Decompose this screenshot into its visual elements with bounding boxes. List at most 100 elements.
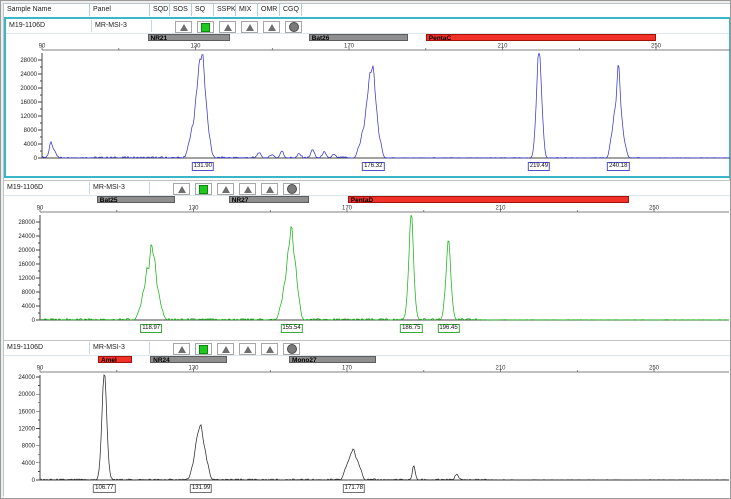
- sample-row[interactable]: M19-1106D MR-MSI-3: [4, 342, 730, 356]
- svg-text:24000: 24000: [18, 234, 35, 240]
- panel-name-cell: MR-MSI-3: [92, 20, 152, 32]
- electropherogram-green[interactable]: 0 4000 8000 12000 16000 20000 24000 28000: [4, 213, 730, 323]
- sample-panel-1: M19-1106D MR-MSI-3 NR21 Bat26 PentaC 90 130…: [4, 17, 730, 178]
- panel-name-cell: MR-MSI-3: [90, 182, 150, 194]
- marker-bar-mono27[interactable]: Mono27: [289, 356, 377, 363]
- size-ruler: 90 130 170 210 250: [4, 205, 730, 213]
- svg-text:24000: 24000: [20, 72, 37, 78]
- marker-bar-bat26[interactable]: Bat26: [308, 34, 409, 41]
- triangle-icon: [217, 183, 234, 195]
- svg-text:20000: 20000: [20, 86, 37, 92]
- svg-text:24000: 24000: [18, 375, 35, 381]
- marker-bar-nr21[interactable]: NR21: [147, 34, 231, 41]
- svg-text:90: 90: [39, 44, 46, 50]
- quality-flags: [6, 20, 729, 33]
- sample-name-cell: M19-1106D: [4, 182, 90, 194]
- peak-size-label[interactable]: 118.97: [140, 324, 163, 333]
- triangle-icon: [239, 183, 256, 195]
- peak-size-label[interactable]: 131.99: [189, 484, 213, 493]
- peak-size-label[interactable]: 186.75: [400, 324, 423, 333]
- peak-size-label[interactable]: 171.78: [342, 484, 366, 493]
- marker-track: NR21 Bat26 PentaC: [6, 33, 729, 43]
- marker-bar-nr24[interactable]: NR24: [150, 356, 227, 363]
- samples-plot-table: Sample Name Panel SQD SOS SQ SSPK MIX OM…: [3, 3, 730, 498]
- svg-text:170: 170: [344, 44, 355, 50]
- peak-labels: 131.90 176.32 219.49 240.18: [6, 161, 729, 173]
- column-header-panel[interactable]: Panel: [90, 4, 150, 16]
- ruler-svg: 90 130 170 210 250: [37, 366, 729, 373]
- triangle-icon: [263, 21, 280, 33]
- panel-name-cell: MR-MSI-3: [90, 342, 150, 354]
- table-header: Sample Name Panel SQD SOS SQ SSPK MIX OM…: [4, 4, 730, 18]
- peak-size-label[interactable]: 176.32: [362, 162, 385, 171]
- sample-name-cell: M19-1106D: [4, 342, 90, 354]
- column-header-mix[interactable]: MIX: [236, 4, 258, 16]
- electropherogram-black[interactable]: 0 4000 8000 12000 16000 20000 24000: [4, 373, 730, 483]
- svg-text:0: 0: [32, 478, 36, 483]
- size-ruler: 90 130 170 210 250: [4, 365, 730, 373]
- green-square-icon: [197, 21, 214, 33]
- svg-text:130: 130: [190, 44, 201, 50]
- marker-bar-nr27[interactable]: NR27: [228, 196, 310, 203]
- triangle-icon: [173, 183, 190, 195]
- sample-row[interactable]: M19-1106D MR-MSI-3: [4, 182, 730, 196]
- svg-text:20000: 20000: [18, 248, 35, 254]
- triangle-icon: [217, 343, 234, 355]
- sample-panel-2: M19-1106D MR-MSI-3 Bat25 NR27 PentaD 90 130…: [4, 180, 730, 340]
- svg-text:16000: 16000: [18, 262, 35, 268]
- circle-icon: [283, 343, 300, 355]
- peak-size-label[interactable]: 131.90: [191, 162, 214, 171]
- marker-bar-pentac[interactable]: PentaC: [425, 34, 656, 41]
- peak-size-label[interactable]: 219.49: [527, 162, 551, 171]
- svg-text:4000: 4000: [22, 304, 36, 310]
- column-header-sos[interactable]: SOS: [170, 4, 192, 16]
- ruler-svg: 90 130 170 210 250: [37, 206, 729, 213]
- marker-bar-pentad[interactable]: PentaD: [347, 196, 630, 203]
- svg-text:210: 210: [497, 44, 508, 50]
- peak-size-label[interactable]: 106.77: [93, 484, 116, 493]
- green-square-icon: [195, 183, 212, 195]
- green-square-icon: [195, 343, 212, 355]
- svg-text:130: 130: [188, 206, 199, 212]
- peak-size-label[interactable]: 155.54: [280, 324, 303, 333]
- size-ruler: 90 130 170 210 250: [6, 43, 730, 51]
- marker-bar-amel[interactable]: Amel: [97, 356, 133, 363]
- triangle-icon: [173, 343, 190, 355]
- svg-text:130: 130: [188, 366, 199, 372]
- svg-text:8000: 8000: [22, 444, 36, 450]
- sample-name-cell: M19-1106D: [6, 20, 92, 32]
- quality-flags: [4, 182, 730, 195]
- svg-text:28000: 28000: [20, 58, 37, 64]
- svg-text:170: 170: [342, 206, 353, 212]
- circle-icon: [283, 183, 300, 195]
- electropherogram-blue[interactable]: 0 4000 8000 12000 16000 20000 24000 28000: [6, 51, 730, 161]
- column-header-sq[interactable]: SQ: [192, 4, 214, 16]
- svg-text:8000: 8000: [22, 290, 36, 296]
- svg-text:12000: 12000: [18, 276, 35, 282]
- circle-icon: [285, 21, 302, 33]
- marker-bar-bat25[interactable]: Bat25: [96, 196, 176, 203]
- svg-text:90: 90: [37, 366, 44, 372]
- triangle-icon: [175, 21, 192, 33]
- quality-flags: [4, 342, 730, 355]
- peak-labels: 118.97 155.54 186.75 196.45: [4, 323, 730, 335]
- svg-text:210: 210: [495, 206, 506, 212]
- column-header-omr[interactable]: OMR: [258, 4, 280, 16]
- svg-text:16000: 16000: [18, 409, 35, 415]
- peak-size-label[interactable]: 196.45: [437, 324, 460, 333]
- triangle-icon: [219, 21, 236, 33]
- column-header-sqd[interactable]: SQD: [150, 4, 170, 16]
- svg-text:12000: 12000: [20, 114, 37, 120]
- peak-size-label[interactable]: 240.18: [607, 162, 630, 171]
- column-header-cgq[interactable]: CGQ: [280, 4, 302, 16]
- sample-row[interactable]: M19-1106D MR-MSI-3: [6, 20, 729, 34]
- svg-text:12000: 12000: [18, 427, 35, 433]
- peak-labels: 106.77 131.99 171.78: [4, 483, 730, 495]
- marker-track: Bat25 NR27 PentaD: [4, 195, 730, 205]
- column-header-sspk[interactable]: SSPK: [214, 4, 236, 16]
- sample-panel-3: M19-1106D MR-MSI-3 Amel NR24 Mono27 90 130 1…: [4, 340, 730, 498]
- column-header-sample-name[interactable]: Sample Name: [4, 4, 90, 16]
- trace-svg: 0 4000 8000 12000 16000 20000 24000: [18, 374, 729, 483]
- trace-svg: 0 4000 8000 12000 16000 20000 24000 28000: [20, 52, 730, 161]
